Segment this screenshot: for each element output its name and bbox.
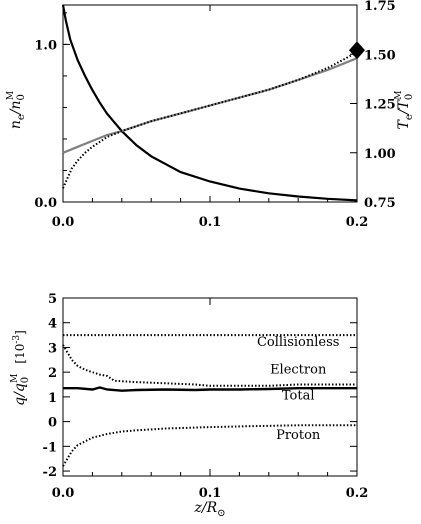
top-panel: 0.0 0.1 0.2 0.0 1.0 0.75 1.00 1.25 1.50 1.75 ne/n… [6, 0, 415, 230]
top-series-line-2 [62, 51, 358, 189]
bottom-ytick-label: 1 [48, 391, 57, 406]
bottom-ylabel: q/q0M[10-3] [10, 330, 31, 406]
bottom-ytick-label: 2 [48, 366, 57, 381]
top-series-group [61, 4, 365, 202]
bottom-annotation-electron: Electron [270, 362, 327, 377]
top-xtick-label: 0.0 [52, 215, 75, 230]
bottom-annotations-group: Collisionless Electron Total Proton [257, 335, 339, 443]
top-right-ytick-label: 1.25 [364, 98, 396, 113]
bottom-ytick-label: 5 [48, 292, 57, 307]
top-diamond-marker [349, 41, 365, 60]
top-left-ytick-label: 0.0 [34, 196, 57, 211]
top-series-line-0 [61, 4, 358, 202]
top-ticks-group: 0.0 0.1 0.2 0.0 1.0 0.75 1.00 1.25 1.50 1.75 [34, 0, 395, 230]
bottom-ytick-label: 3 [48, 341, 57, 356]
top-right-ytick-label: 1.75 [364, 0, 396, 14]
bottom-panel: 0.0 0.1 0.2 -2 -1 0 1 2 3 4 5 Collisionless Electro… [10, 292, 368, 519]
top-right-ytick-label: 1.00 [364, 147, 396, 162]
bottom-series-electron [62, 344, 357, 387]
top-right-ytick-label: 0.75 [364, 196, 396, 211]
bottom-series-group [62, 334, 357, 467]
top-plot-frame [62, 4, 358, 203]
top-left-ytick-label: 1.0 [34, 38, 57, 53]
bottom-annotation-total: Total [282, 388, 315, 403]
bottom-annotation-collisionless: Collisionless [257, 335, 339, 350]
top-xtick-label: 0.1 [199, 215, 222, 230]
bottom-ytick-label: 4 [48, 317, 57, 332]
top-xtick-label: 0.2 [346, 215, 369, 230]
top-series-line-1 [62, 57, 358, 154]
top-right-ylabel: Te/T0M [394, 91, 415, 130]
bottom-annotation-proton: Proton [276, 428, 321, 443]
bottom-series-total [63, 386, 357, 392]
bottom-ytick-label: 0 [48, 416, 57, 431]
bottom-series-proton [62, 424, 357, 467]
bottom-xtick-label: 0.1 [199, 486, 222, 501]
bottom-ticks-group: 0.0 0.1 0.2 -2 -1 0 1 2 3 4 5 [43, 292, 369, 501]
bottom-xlabel: z/R⊙ [193, 500, 225, 519]
bottom-xtick-label: 0.2 [346, 486, 369, 501]
bottom-ytick-label: -2 [43, 465, 57, 480]
bottom-ytick-label: -1 [43, 440, 57, 455]
top-left-ylabel: ne/n0M [6, 91, 27, 129]
top-right-ytick-label: 1.50 [364, 48, 396, 63]
bottom-xtick-label: 0.0 [52, 486, 75, 501]
